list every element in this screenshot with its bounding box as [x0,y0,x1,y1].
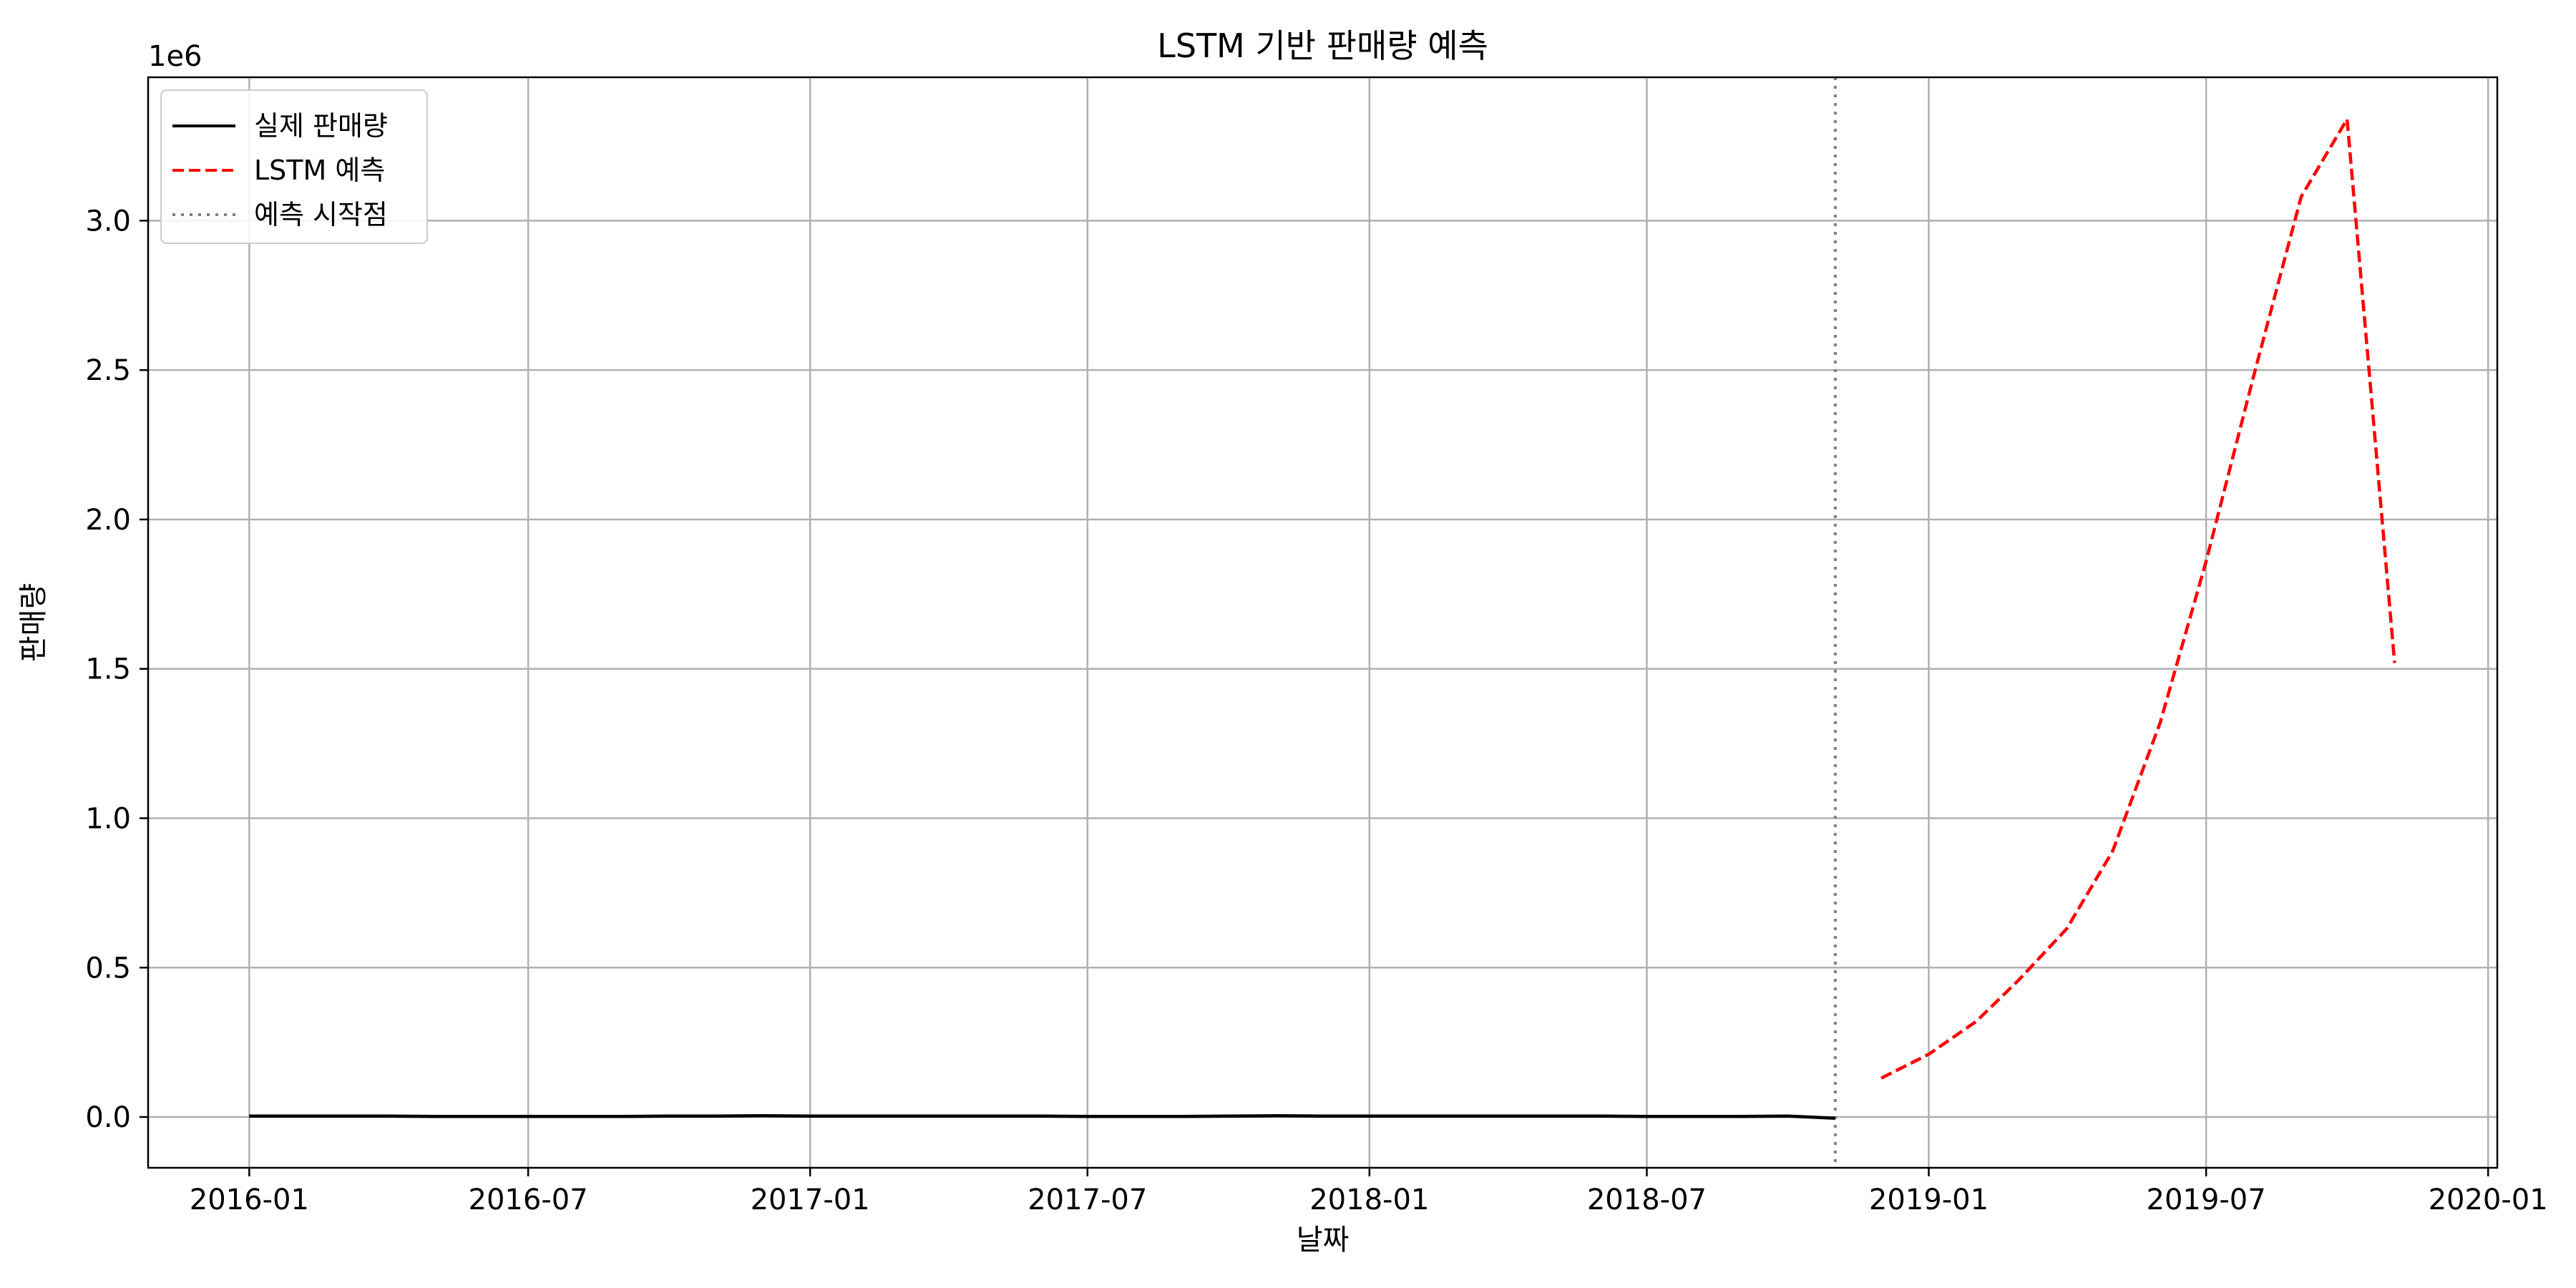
x-tick-label: 2019-01 [1869,1184,1989,1216]
y-tick-label: 0.0 [85,1101,131,1134]
series-line-actual [249,1114,1835,1120]
legend-label-forecast-start: 예측 시작점 [254,199,388,230]
legend-box [160,89,428,244]
y-axis-label: 판매량 [17,583,50,662]
x-tick-label: 2017-01 [751,1184,870,1216]
x-tick-label: 2017-07 [1028,1184,1147,1216]
legend: 실제 판매량 LSTM 예측 예측 시작점 [160,89,428,244]
y-tick-label: 2.0 [85,504,131,537]
x-tick-label: 2018-07 [1587,1184,1707,1216]
x-tick-label: 2020-01 [2429,1184,2548,1216]
y-tick-label: 3.0 [85,205,131,238]
y-offset-label: 1e6 [148,40,203,73]
y-tick-label: 1.0 [85,802,131,835]
series-layer [249,77,2396,1168]
series-line-lstm [1880,117,2396,1080]
legend-label-actual: 실제 판매량 [254,110,388,142]
x-tick-label: 2016-01 [190,1184,309,1216]
x-tick-label: 2019-07 [2147,1184,2266,1216]
legend-label-lstm: LSTM 예측 [254,155,385,186]
y-tick-label: 2.5 [85,354,131,387]
y-tick-label: 0.5 [85,952,131,985]
x-tick-label: 2018-01 [1309,1184,1429,1216]
x-axis-label: 날짜 [1297,1224,1350,1257]
plot-frame [147,76,2499,1169]
x-tick-label: 2016-07 [469,1184,588,1216]
axis-ticks: 2016-01 2016-07 2017-01 2017-07 2018-01 2018-… [85,205,2547,1216]
chart-title: LSTM 기반 판매량 예측 [1157,26,1488,65]
y-tick-label: 1.5 [85,653,131,686]
